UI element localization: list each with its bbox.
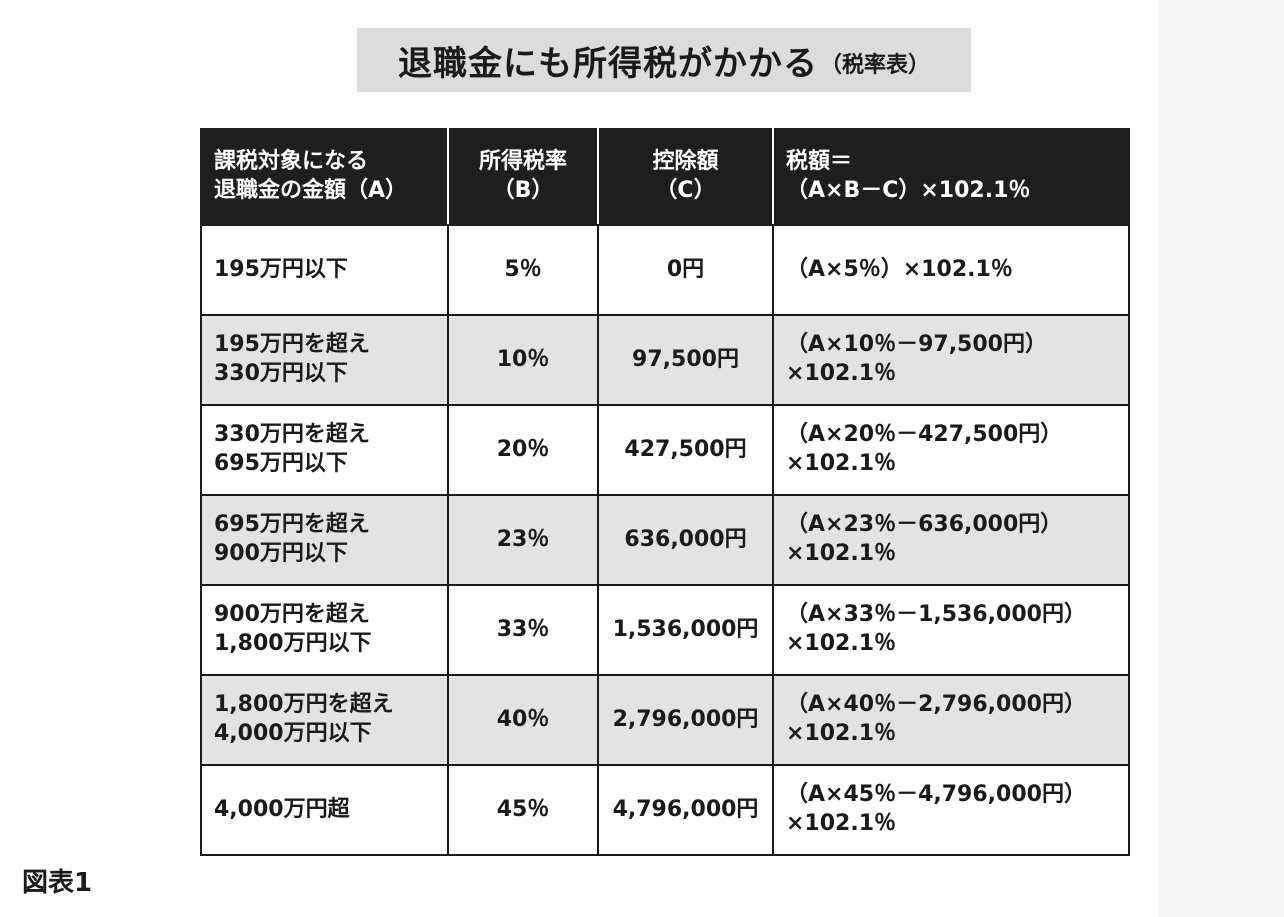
rate-cell: 10％ xyxy=(447,314,599,406)
table-row: 4,000万円超 45％ 4,796,000円 （A×45％－4,796,000… xyxy=(200,764,1130,856)
formula-line1: （A×33％－1,536,000円） xyxy=(786,602,1086,628)
amount-line1: 195万円を超え xyxy=(214,332,370,358)
header-amount-line2: 退職金の金額（A） xyxy=(214,178,408,203)
tax-rate-table: 課税対象になる 退職金の金額（A） 所得税率 （B） 控除額 （C） 税額＝ （… xyxy=(200,128,1130,856)
rate-cell: 20％ xyxy=(447,404,599,496)
rate-cell: 23％ xyxy=(447,494,599,586)
amount-line2: 4,000万円以下 xyxy=(214,721,372,746)
amount-line2: 695万円以下 xyxy=(214,451,348,476)
formula-line1: （A×45％－4,796,000円） xyxy=(786,782,1086,808)
formula-cell: （A×5％）×102.1％ xyxy=(772,224,1130,316)
amount-cell: 4,000万円超 xyxy=(200,764,449,856)
formula-cell: （A×23％－636,000円） ×102.1％ xyxy=(772,494,1130,586)
amount-cell: 900万円を超え 1,800万円以下 xyxy=(200,584,449,676)
header-amount-line1: 課税対象になる xyxy=(214,149,369,175)
header-deduction-line2: （C） xyxy=(655,178,716,203)
amount-line1: 4,000万円超 xyxy=(214,796,350,822)
amount-line1: 900万円を超え xyxy=(214,602,370,628)
formula-line1: （A×20％－427,500円） xyxy=(786,422,1063,448)
amount-cell: 195万円以下 xyxy=(200,224,449,316)
formula-cell: （A×40％－2,796,000円） ×102.1％ xyxy=(772,674,1130,766)
rate-cell: 45％ xyxy=(447,764,599,856)
table-row: 1,800万円を超え 4,000万円以下 40％ 2,796,000円 （A×4… xyxy=(200,674,1130,766)
amount-cell: 1,800万円を超え 4,000万円以下 xyxy=(200,674,449,766)
amount-line1: 330万円を超え xyxy=(214,422,370,448)
right-margin-strip xyxy=(1158,0,1284,917)
formula-line2: ×102.1％ xyxy=(786,361,897,386)
header-deduction-line1: 控除額 xyxy=(652,149,719,175)
table-row: 195万円を超え 330万円以下 10％ 97,500円 （A×10％－97,5… xyxy=(200,314,1130,406)
amount-line1: 195万円以下 xyxy=(214,256,348,282)
table-row: 900万円を超え 1,800万円以下 33％ 1,536,000円 （A×33％… xyxy=(200,584,1130,676)
table-row: 695万円を超え 900万円以下 23％ 636,000円 （A×23％－636… xyxy=(200,494,1130,586)
header-rate-line2: （B） xyxy=(492,178,554,203)
deduction-cell: 97,500円 xyxy=(597,314,774,406)
header-rate: 所得税率 （B） xyxy=(447,128,599,226)
formula-line1: （A×40％－2,796,000円） xyxy=(786,692,1086,718)
deduction-cell: 427,500円 xyxy=(597,404,774,496)
amount-line2: 330万円以下 xyxy=(214,361,348,386)
formula-line1: （A×10％－97,500円） xyxy=(786,332,1047,358)
formula-cell: （A×45％－4,796,000円） ×102.1％ xyxy=(772,764,1130,856)
table-header-row: 課税対象になる 退職金の金額（A） 所得税率 （B） 控除額 （C） 税額＝ （… xyxy=(200,128,1130,226)
deduction-cell: 4,796,000円 xyxy=(597,764,774,856)
formula-line1: （A×23％－636,000円） xyxy=(786,512,1063,538)
header-formula-line1: 税額＝ xyxy=(786,149,853,175)
formula-cell: （A×33％－1,536,000円） ×102.1％ xyxy=(772,584,1130,676)
header-rate-line1: 所得税率 xyxy=(478,149,567,175)
title-main: 退職金にも所得税がかかる xyxy=(397,43,818,84)
rate-cell: 33％ xyxy=(447,584,599,676)
formula-line2: ×102.1％ xyxy=(786,811,897,836)
deduction-cell: 2,796,000円 xyxy=(597,674,774,766)
amount-cell: 195万円を超え 330万円以下 xyxy=(200,314,449,406)
deduction-cell: 0円 xyxy=(597,224,774,316)
figure-caption: 図表1 xyxy=(22,868,93,898)
amount-line2: 900万円以下 xyxy=(214,541,348,566)
header-deduction: 控除額 （C） xyxy=(597,128,774,226)
formula-cell: （A×10％－97,500円） ×102.1％ xyxy=(772,314,1130,406)
formula-line2: ×102.1％ xyxy=(786,541,897,566)
header-formula-line2: （A×B－C）×102.1％ xyxy=(786,178,1031,203)
amount-line1: 695万円を超え xyxy=(214,512,370,538)
formula-line2: ×102.1％ xyxy=(786,721,897,746)
formula-line2: ×102.1％ xyxy=(786,451,897,476)
amount-line2: 1,800万円以下 xyxy=(214,631,372,656)
table-row: 330万円を超え 695万円以下 20％ 427,500円 （A×20％－427… xyxy=(200,404,1130,496)
rate-cell: 40％ xyxy=(447,674,599,766)
table-row: 195万円以下 5％ 0円 （A×5％）×102.1％ xyxy=(200,224,1130,316)
amount-line1: 1,800万円を超え xyxy=(214,692,394,718)
deduction-cell: 1,536,000円 xyxy=(597,584,774,676)
deduction-cell: 636,000円 xyxy=(597,494,774,586)
formula-cell: （A×20％－427,500円） ×102.1％ xyxy=(772,404,1130,496)
amount-cell: 330万円を超え 695万円以下 xyxy=(200,404,449,496)
rate-cell: 5％ xyxy=(447,224,599,316)
header-tax-formula: 税額＝ （A×B－C）×102.1％ xyxy=(772,128,1130,226)
formula-line1: （A×5％）×102.1％ xyxy=(786,256,1013,282)
header-amount: 課税対象になる 退職金の金額（A） xyxy=(200,128,449,226)
amount-cell: 695万円を超え 900万円以下 xyxy=(200,494,449,586)
formula-line2: ×102.1％ xyxy=(786,631,897,656)
title-subtitle: （税率表） xyxy=(819,53,930,78)
title-banner: 退職金にも所得税がかかる （税率表） xyxy=(357,28,971,92)
